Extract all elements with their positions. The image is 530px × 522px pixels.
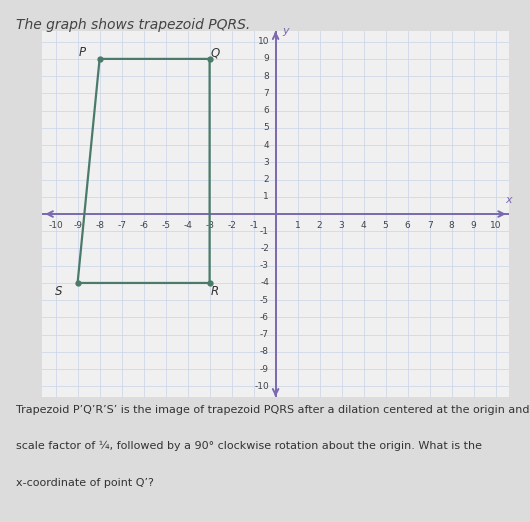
Text: -8: -8	[95, 221, 104, 230]
Text: -6: -6	[260, 313, 269, 322]
Text: 5: 5	[263, 123, 269, 133]
Text: -3: -3	[260, 261, 269, 270]
Text: Trapezoid P’Q’R’S’ is the image of trapezoid PQRS after a dilation centered at t: Trapezoid P’Q’R’S’ is the image of trape…	[16, 405, 530, 414]
Text: 7: 7	[427, 221, 432, 230]
Text: -10: -10	[254, 382, 269, 391]
Text: -1: -1	[260, 227, 269, 236]
Text: 10: 10	[490, 221, 501, 230]
Text: -2: -2	[260, 244, 269, 253]
Text: -7: -7	[260, 330, 269, 339]
Text: 3: 3	[339, 221, 344, 230]
Text: 2: 2	[317, 221, 322, 230]
Text: Q: Q	[210, 46, 220, 60]
Text: The graph shows trapezoid PQRS.: The graph shows trapezoid PQRS.	[16, 18, 250, 32]
Text: 9: 9	[471, 221, 476, 230]
Text: 2: 2	[263, 175, 269, 184]
Text: -10: -10	[48, 221, 63, 230]
Text: 7: 7	[263, 89, 269, 98]
Text: -5: -5	[161, 221, 170, 230]
Text: -1: -1	[249, 221, 258, 230]
Text: 4: 4	[361, 221, 366, 230]
Text: scale factor of ¼, followed by a 90° clockwise rotation about the origin. What i: scale factor of ¼, followed by a 90° clo…	[16, 441, 482, 452]
Text: 1: 1	[295, 221, 301, 230]
Text: -9: -9	[73, 221, 82, 230]
Text: -9: -9	[260, 365, 269, 374]
Text: -4: -4	[260, 278, 269, 288]
Text: -2: -2	[227, 221, 236, 230]
Text: -5: -5	[260, 295, 269, 305]
Text: 4: 4	[263, 140, 269, 150]
Text: -4: -4	[183, 221, 192, 230]
Text: 9: 9	[263, 54, 269, 63]
Text: 3: 3	[263, 158, 269, 167]
Text: y: y	[282, 26, 289, 37]
Text: -8: -8	[260, 348, 269, 357]
Text: x-coordinate of point Q’?: x-coordinate of point Q’?	[16, 478, 154, 488]
Text: 8: 8	[263, 72, 269, 80]
Text: -3: -3	[205, 221, 214, 230]
Text: 10: 10	[258, 37, 269, 46]
Text: 6: 6	[405, 221, 410, 230]
Text: 6: 6	[263, 106, 269, 115]
Text: S: S	[55, 285, 63, 298]
Text: 8: 8	[449, 221, 454, 230]
Text: -7: -7	[117, 221, 126, 230]
Text: x: x	[506, 195, 512, 205]
Text: R: R	[211, 285, 219, 298]
Text: P: P	[78, 46, 85, 60]
Text: 1: 1	[263, 192, 269, 201]
Text: 5: 5	[383, 221, 388, 230]
Text: -6: -6	[139, 221, 148, 230]
